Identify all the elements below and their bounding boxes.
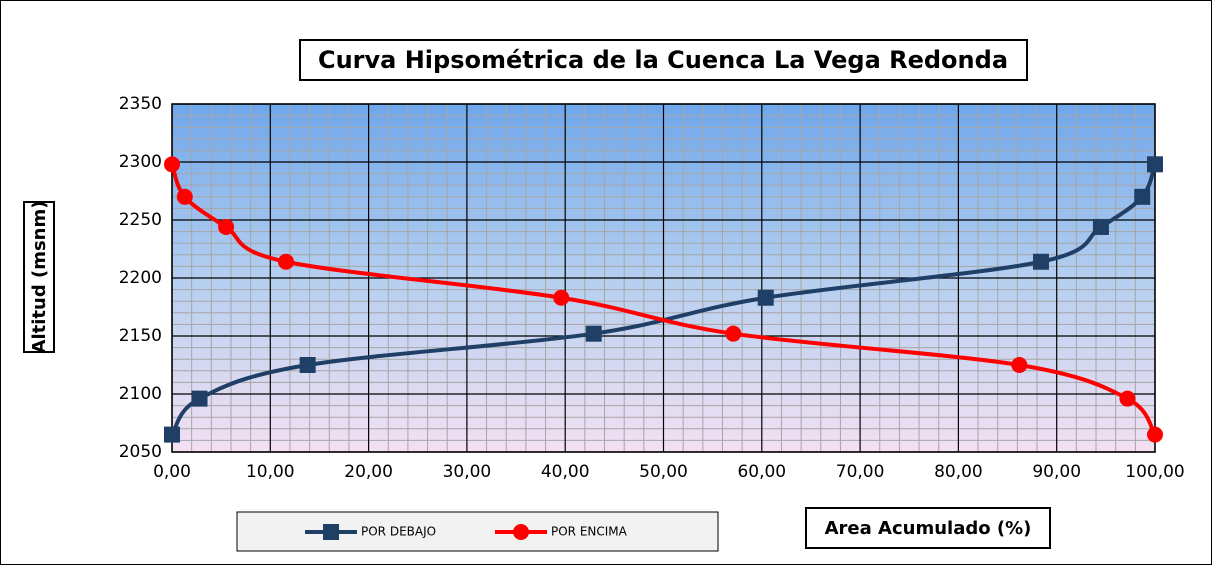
x-axis-label: Area Acumulado (%)	[825, 518, 1032, 539]
y-tick-label: 2050	[119, 442, 162, 462]
data-point	[278, 253, 295, 270]
x-tick-label: 100,00	[1125, 462, 1184, 482]
data-point	[1011, 357, 1028, 373]
data-point	[553, 289, 570, 306]
x-label-box	[805, 507, 1051, 549]
x-tick-label: 70,00	[836, 462, 885, 482]
x-tick-label: 80,00	[934, 462, 983, 482]
legend-label: POR ENCIMA	[551, 525, 628, 539]
data-point	[176, 188, 193, 205]
y-tick-label: 2300	[119, 152, 162, 172]
data-point	[218, 218, 235, 235]
legend-marker	[323, 524, 339, 540]
title-box	[299, 39, 1028, 81]
data-point	[1119, 390, 1136, 407]
y-label-box	[23, 201, 55, 353]
data-point	[1134, 188, 1151, 205]
y-tick-label: 2150	[119, 326, 162, 346]
data-point	[585, 325, 602, 342]
y-tick-label: 2200	[119, 268, 162, 288]
x-tick-label: 50,00	[639, 462, 688, 482]
data-point	[1032, 253, 1049, 270]
y-tick-label: 2350	[119, 94, 162, 114]
x-tick-label: 0,00	[153, 462, 191, 482]
x-tick-label: 10,00	[246, 462, 295, 482]
data-point	[1147, 156, 1163, 173]
data-point	[757, 289, 774, 306]
y-tick-label: 2100	[119, 384, 162, 404]
y-axis-label: Altitud (msnm)	[29, 201, 50, 354]
data-point	[164, 156, 180, 173]
y-tick-label: 2250	[119, 210, 162, 230]
plot-border	[171, 103, 1156, 453]
data-point	[1147, 426, 1163, 443]
legend-label: POR DEBAJO	[361, 525, 436, 539]
x-tick-label: 40,00	[541, 462, 590, 482]
chart-title: Curva Hipsométrica de la Cuenca La Vega …	[318, 46, 1008, 74]
x-tick-label: 20,00	[344, 462, 393, 482]
x-tick-label: 60,00	[737, 462, 786, 482]
x-tick-label: 90,00	[1032, 462, 1081, 482]
legend-marker	[513, 524, 529, 540]
data-point	[1092, 218, 1109, 235]
data-point	[725, 325, 742, 342]
data-point	[164, 426, 180, 443]
data-point	[191, 390, 208, 407]
x-tick-label: 30,00	[443, 462, 492, 482]
data-point	[299, 357, 316, 373]
